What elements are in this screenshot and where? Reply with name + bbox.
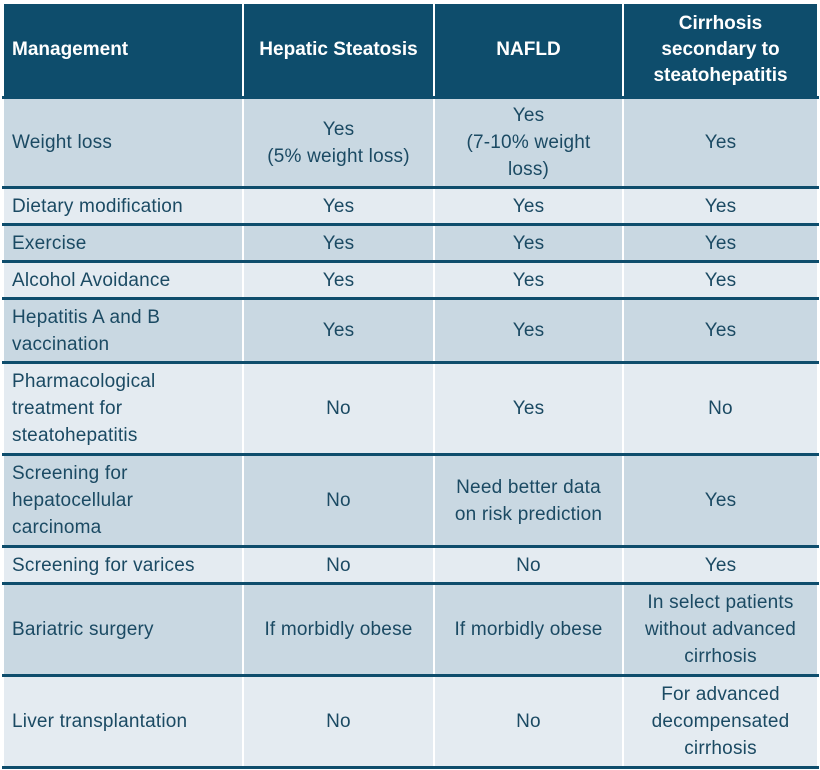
table-cell: Yes	[242, 260, 435, 300]
table-cell: No	[242, 361, 435, 456]
header-management: Management	[2, 2, 244, 99]
table-row: Screening for hepatocellular carcinoma N…	[2, 453, 819, 548]
table-cell: If morbidly obese	[242, 582, 435, 677]
row-label: Alcohol Avoidance	[2, 260, 244, 300]
table-row: Screening for varices No No Yes	[2, 545, 819, 585]
table-cell: If morbidly obese	[433, 582, 624, 677]
table-cell: Yes	[433, 361, 624, 456]
table-cell: No	[242, 545, 435, 585]
table-cell: Yes (5% weight loss)	[242, 96, 435, 189]
table-row: Pharmacological treatment for steatohepa…	[2, 361, 819, 456]
row-label: Dietary modification	[2, 186, 244, 226]
cell-text: Yes (7-10% weight loss)	[466, 105, 591, 180]
table-cell: Need better data on risk prediction	[433, 453, 624, 548]
table-row: Dietary modification Yes Yes Yes	[2, 186, 819, 226]
header-cirrhosis: Cirrhosis secondary to steatohepatitis	[622, 2, 819, 99]
table-cell: Yes	[433, 223, 624, 263]
table-cell: No	[242, 453, 435, 548]
table-cell: Yes	[622, 96, 819, 189]
table-cell: No	[433, 545, 624, 585]
table-cell: Yes	[242, 186, 435, 226]
table-row: Hepatitis A and B vaccination Yes Yes Ye…	[2, 297, 819, 364]
table-cell: In select patients without advanced cirr…	[622, 582, 819, 677]
table-cell: No	[242, 674, 435, 769]
table-cell: Yes	[622, 223, 819, 263]
row-label: Bariatric surgery	[2, 582, 244, 677]
row-label: Hepatitis A and B vaccination	[2, 297, 244, 364]
table-cell: Yes (7-10% weight loss)	[433, 96, 624, 189]
table-cell: Yes	[622, 453, 819, 548]
header-hepatic-steatosis: Hepatic Steatosis	[242, 2, 435, 99]
cell-text: Yes (5% weight loss)	[267, 118, 410, 167]
table-cell: For advanced decompensated cirrhosis	[622, 674, 819, 769]
header-row: Management Hepatic Steatosis NAFLD Cirrh…	[2, 2, 819, 99]
table-row: Bariatric surgery If morbidly obese If m…	[2, 582, 819, 677]
row-label: Liver transplantation	[2, 674, 244, 769]
table-cell: Yes	[242, 297, 435, 364]
table-row: Exercise Yes Yes Yes	[2, 223, 819, 263]
row-label: Pharmacological treatment for steatohepa…	[2, 361, 244, 456]
table-cell: No	[622, 361, 819, 456]
row-label: Weight loss	[2, 96, 244, 189]
table-cell: Yes	[622, 545, 819, 585]
table-cell: Yes	[622, 186, 819, 226]
row-label: Screening for varices	[2, 545, 244, 585]
row-label: Screening for hepatocellular carcinoma	[2, 453, 244, 548]
table-row: Alcohol Avoidance Yes Yes Yes	[2, 260, 819, 300]
row-label: Exercise	[2, 223, 244, 263]
table-cell: Yes	[622, 297, 819, 364]
table-cell: Yes	[622, 260, 819, 300]
table-row: Liver transplantation No No For advanced…	[2, 674, 819, 769]
table-cell: Yes	[433, 186, 624, 226]
table-row: Weight loss Yes (5% weight loss) Yes (7-…	[2, 96, 819, 189]
header-nafld: NAFLD	[433, 2, 624, 99]
table-cell: Yes	[242, 223, 435, 263]
table-cell: Yes	[433, 297, 624, 364]
table-cell: Yes	[433, 260, 624, 300]
table-cell: No	[433, 674, 624, 769]
